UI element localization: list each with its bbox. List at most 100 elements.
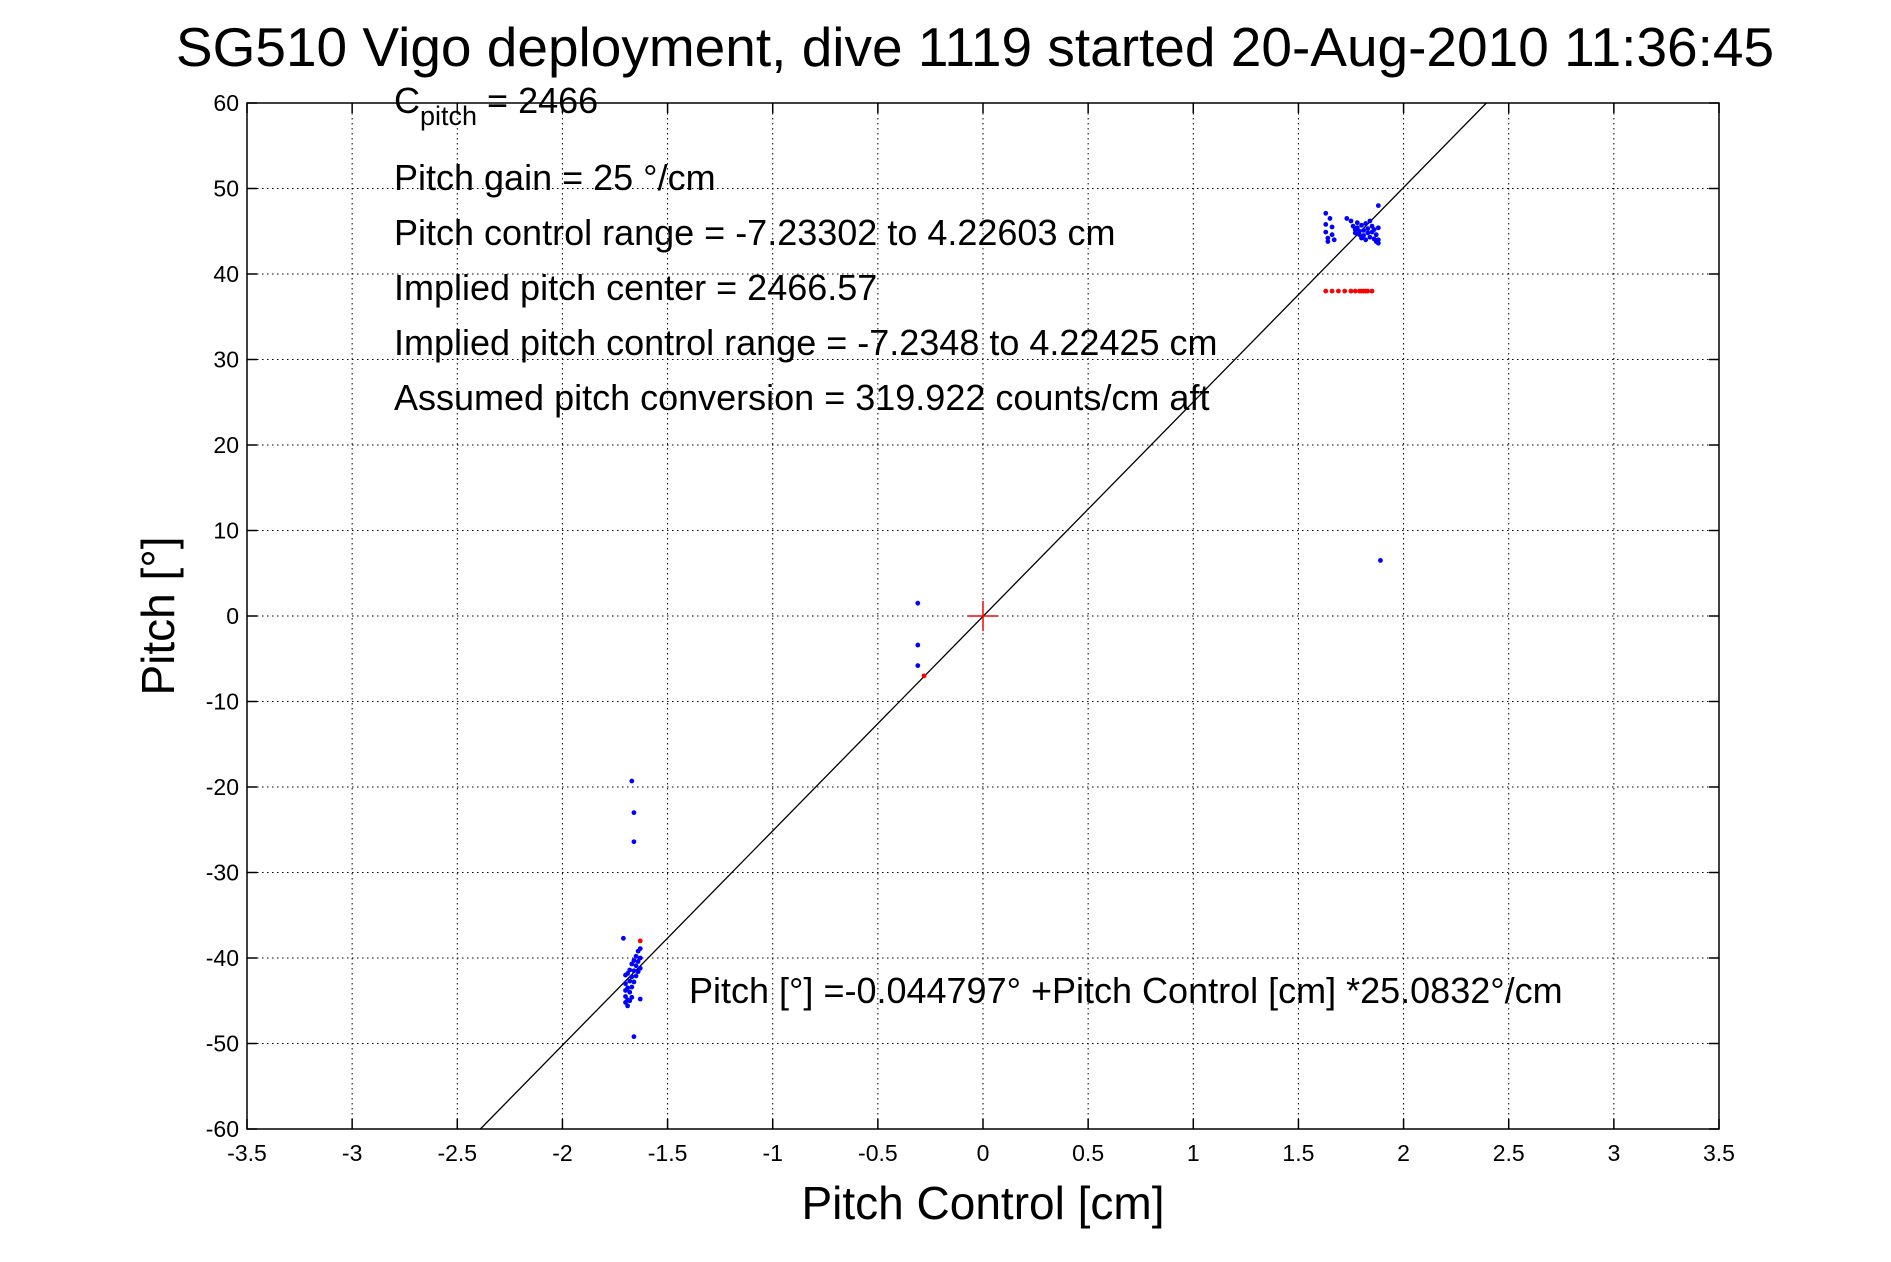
data-point-series-0: [1361, 227, 1367, 233]
data-point-series-0: [1359, 222, 1364, 228]
x-axis-ticks: -3.5 -3 -2.5 -2 -1.5 -1 -0.5 0 0.5 1 1.5 2 2.5 3 3.5: [227, 103, 1735, 1166]
data-point-series-0: [1363, 221, 1369, 226]
x-tick-label: 3.5: [1703, 1140, 1735, 1166]
y-tick-label: 10: [213, 518, 239, 544]
data-point-series-0: [633, 963, 639, 969]
data-point-series-0: [1363, 237, 1369, 243]
data-point-series-0: [631, 968, 637, 974]
y-tick-label: -20: [206, 774, 239, 800]
data-point-series-0: [1329, 224, 1335, 230]
data-point-series-0: [1375, 225, 1381, 231]
data-point-series-0: [1325, 239, 1331, 244]
data-point-series-0: [1327, 216, 1333, 221]
data-point-series-0: [1361, 233, 1367, 238]
chart-title: SG510 Vigo deployment, dive 1119 started…: [176, 16, 1774, 78]
data-point-series-0: [637, 955, 643, 961]
data-point-series-0: [627, 967, 633, 973]
data-point-series-1: [1352, 288, 1358, 294]
x-tick-label: -2.5: [437, 1140, 477, 1166]
data-point-series-0: [631, 810, 637, 816]
data-point-series-0: [1365, 226, 1371, 232]
y-axis-label: Pitch [°]: [132, 536, 184, 695]
data-point-series-0: [623, 981, 628, 987]
data-point-series-0: [1371, 227, 1377, 232]
x-tick-label: -2: [552, 1140, 572, 1166]
x-tick-label: 2: [1397, 1140, 1410, 1166]
data-point-series-0: [629, 974, 635, 980]
data-point-series-0: [1352, 230, 1358, 236]
data-point-series-0: [915, 642, 921, 648]
data-point-series-1: [637, 938, 643, 944]
annotation-implied-range: Implied pitch control range = -7.2348 to…: [394, 322, 1218, 363]
data-point-series-0: [1329, 232, 1335, 238]
data-point-series-0: [1367, 218, 1373, 224]
annotation-pitch-gain: Pitch gain = 25 °/cm: [394, 157, 716, 198]
data-point-series-0: [1348, 218, 1354, 224]
data-point-series-0: [1367, 234, 1373, 240]
annotation-block: Cpitch = 2466 Pitch gain = 25 °/cm Pitch…: [394, 80, 1218, 418]
data-point-series-0: [1331, 237, 1337, 243]
y-tick-label: 30: [213, 347, 239, 373]
x-tick-label: -1.5: [648, 1140, 688, 1166]
data-point-series-0: [633, 953, 639, 959]
data-point-series-1: [1369, 288, 1375, 294]
data-point-series-0: [1365, 230, 1371, 236]
data-point-series-0: [1325, 235, 1331, 241]
data-point-series-0: [625, 985, 631, 991]
data-point-series-1: [1342, 288, 1348, 294]
fit-equation: Pitch [°] =-0.044797° +Pitch Control [cm…: [689, 970, 1563, 1011]
y-tick-label: 20: [213, 432, 239, 458]
data-point-series-0: [631, 958, 637, 963]
data-point-series-1: [1365, 288, 1371, 294]
y-axis-ticks: 60 50 40 30 20 10 0 -10 -20 -30 -40 -50 -60: [206, 90, 1719, 1142]
y-tick-label: 0: [226, 603, 239, 629]
y-tick-label: 60: [213, 90, 239, 116]
x-tick-label: -3: [342, 1140, 362, 1166]
annotation-implied-center: Implied pitch center = 2466.57: [394, 267, 877, 308]
x-tick-label: 3: [1607, 1140, 1620, 1166]
y-tick-label: -40: [206, 945, 239, 971]
x-tick-label: -0.5: [858, 1140, 898, 1166]
data-point-series-0: [1375, 240, 1381, 246]
center-marker: [968, 601, 998, 631]
data-point-series-0: [1378, 558, 1383, 563]
data-points: [621, 203, 1383, 1040]
data-point-series-0: [629, 984, 635, 990]
data-point-series-0: [637, 996, 643, 1002]
data-point-series-0: [1357, 228, 1362, 234]
y-tick-label: -10: [206, 689, 239, 715]
data-point-series-0: [621, 935, 626, 941]
data-point-series-0: [1373, 232, 1379, 238]
annotation-conversion: Assumed pitch conversion = 319.922 count…: [394, 377, 1209, 418]
data-point-series-0: [1375, 203, 1381, 209]
data-point-series-0: [625, 1003, 631, 1009]
data-point-series-0: [637, 946, 643, 951]
plot-area: -3.5 -3 -2.5 -2 -1.5 -1 -0.5 0 0.5 1 1.5 2 2.5 3 3.5 6…: [206, 90, 1735, 1166]
data-point-series-0: [1354, 220, 1360, 226]
x-tick-label: 1: [1187, 1140, 1200, 1166]
data-point-series-1: [1335, 288, 1341, 294]
annotation-control-range: Pitch control range = -7.23302 to 4.2260…: [394, 212, 1115, 253]
data-point-series-0: [629, 994, 635, 1000]
data-point-series-0: [915, 600, 921, 606]
y-tick-label: 40: [213, 261, 239, 287]
data-point-series-0: [631, 839, 637, 845]
y-tick-label: 50: [213, 176, 239, 202]
data-point-series-0: [637, 965, 643, 971]
data-point-series-0: [629, 778, 635, 784]
data-point-series-0: [1323, 229, 1329, 235]
x-tick-label: 2.5: [1493, 1140, 1525, 1166]
data-point-series-0: [1344, 216, 1350, 221]
x-axis-label: Pitch Control [cm]: [802, 1177, 1165, 1229]
data-point-series-0: [1323, 210, 1329, 216]
data-point-series-1: [921, 673, 927, 679]
x-tick-label: 0.5: [1072, 1140, 1104, 1166]
data-point-series-0: [627, 989, 633, 995]
data-point-series-0: [633, 973, 639, 979]
x-tick-label: 1.5: [1282, 1140, 1314, 1166]
annotation-c-pitch: Cpitch = 2466: [394, 80, 598, 131]
data-point-series-0: [915, 663, 921, 668]
x-tick-label: 0: [977, 1140, 990, 1166]
data-point-series-0: [627, 978, 633, 984]
x-tick-label: -1: [762, 1140, 782, 1166]
